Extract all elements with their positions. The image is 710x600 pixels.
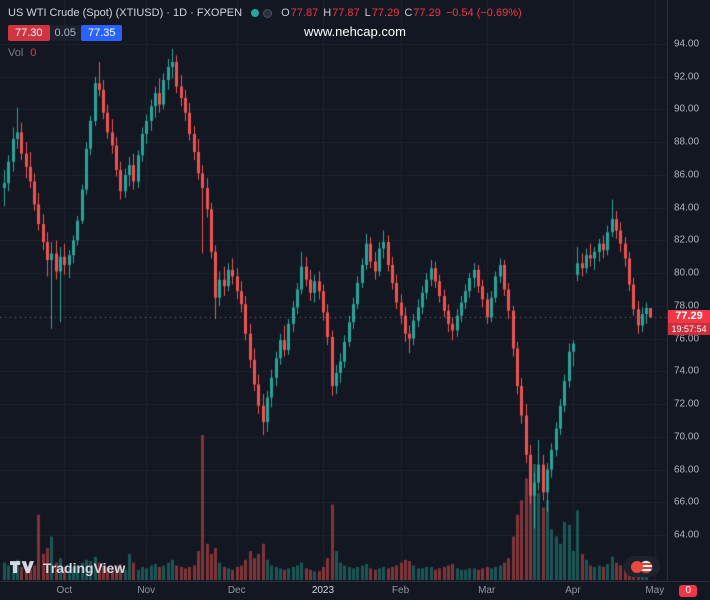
alert-count-badge[interactable]: 0: [679, 585, 697, 597]
volume-label: Vol: [8, 47, 24, 59]
ohlc-values: O 77.87 H 77.87 L 77.29 C 77.29 −0.54 (−0.69…: [281, 7, 522, 19]
time-tick-label: May: [645, 585, 665, 596]
tradingview-logo-icon: [10, 560, 34, 573]
high-value: 77.87: [332, 7, 360, 19]
price-tick-label: 74.00: [674, 365, 700, 377]
symbol-title[interactable]: US WTI Crude (Spot) (XTIUSD) · 1D · FXOP…: [8, 7, 243, 19]
price-tick-label: 94.00: [674, 38, 700, 50]
watermark-text: www.nehcap.com: [304, 24, 406, 39]
time-tick-label: 2023: [311, 585, 335, 596]
low-value: 77.29: [371, 7, 400, 19]
price-tick-label: 64.00: [674, 529, 700, 541]
open-value: 77.87: [290, 7, 319, 19]
economic-events-pill[interactable]: [624, 556, 660, 577]
price-tick-label: 86.00: [674, 169, 700, 181]
event-flag-red-icon: [631, 560, 643, 573]
current-price-label: 77.29 19:57:54: [668, 310, 710, 336]
price-tick-label: 76.00: [674, 333, 700, 345]
time-axis[interactable]: Oct Nov Dec 2023 Feb Mar Apr May: [0, 581, 710, 600]
change-value: −0.54 (−0.69%): [445, 7, 522, 19]
time-tick-label: Feb: [391, 585, 410, 596]
legend-more-dot-icon[interactable]: [263, 8, 273, 18]
time-tick-label: Oct: [56, 585, 73, 596]
high-label: H: [323, 7, 332, 19]
time-tick-label: Dec: [227, 585, 246, 596]
tradingview-logo-link[interactable]: TradingView: [10, 560, 125, 576]
current-price-value: 77.29: [675, 310, 703, 323]
market-status-dot-icon[interactable]: [251, 9, 260, 17]
low-label: L: [364, 7, 371, 19]
close-value: 77.29: [413, 7, 441, 19]
price-tick-label: 70.00: [674, 431, 700, 443]
price-tick-label: 82.00: [674, 234, 700, 246]
sell-bid-button[interactable]: 77.30: [8, 25, 50, 41]
time-tick-label: Apr: [565, 585, 581, 596]
price-tick-label: 72.00: [674, 398, 700, 410]
price-tick-label: 80.00: [674, 267, 700, 279]
bar-countdown: 19:57:54: [668, 323, 710, 336]
price-tick-label: 66.00: [674, 496, 700, 508]
volume-value: 0: [30, 47, 37, 59]
tradingview-logo-text: TradingView: [43, 560, 126, 576]
price-tick-label: 90.00: [674, 103, 700, 115]
buy-ask-button[interactable]: 77.35: [80, 25, 123, 41]
time-tick-label: Nov: [137, 585, 156, 596]
close-label: C: [404, 7, 413, 19]
price-tick-label: 84.00: [674, 202, 700, 214]
price-tick-label: 68.00: [674, 464, 700, 476]
symbol-legend: US WTI Crude (Spot) (XTIUSD) · 1D · FXOP…: [8, 7, 522, 59]
price-axis[interactable]: 94.00 92.00 90.00 88.00 86.00 84.00 82.00 80.00…: [667, 0, 710, 582]
price-tick-label: 78.00: [674, 300, 700, 312]
time-tick-label: Mar: [478, 585, 496, 596]
price-tick-label: 92.00: [674, 71, 700, 83]
spread-value: 0.05: [49, 25, 81, 41]
price-tick-label: 88.00: [674, 136, 700, 148]
open-label: O: [281, 7, 290, 19]
